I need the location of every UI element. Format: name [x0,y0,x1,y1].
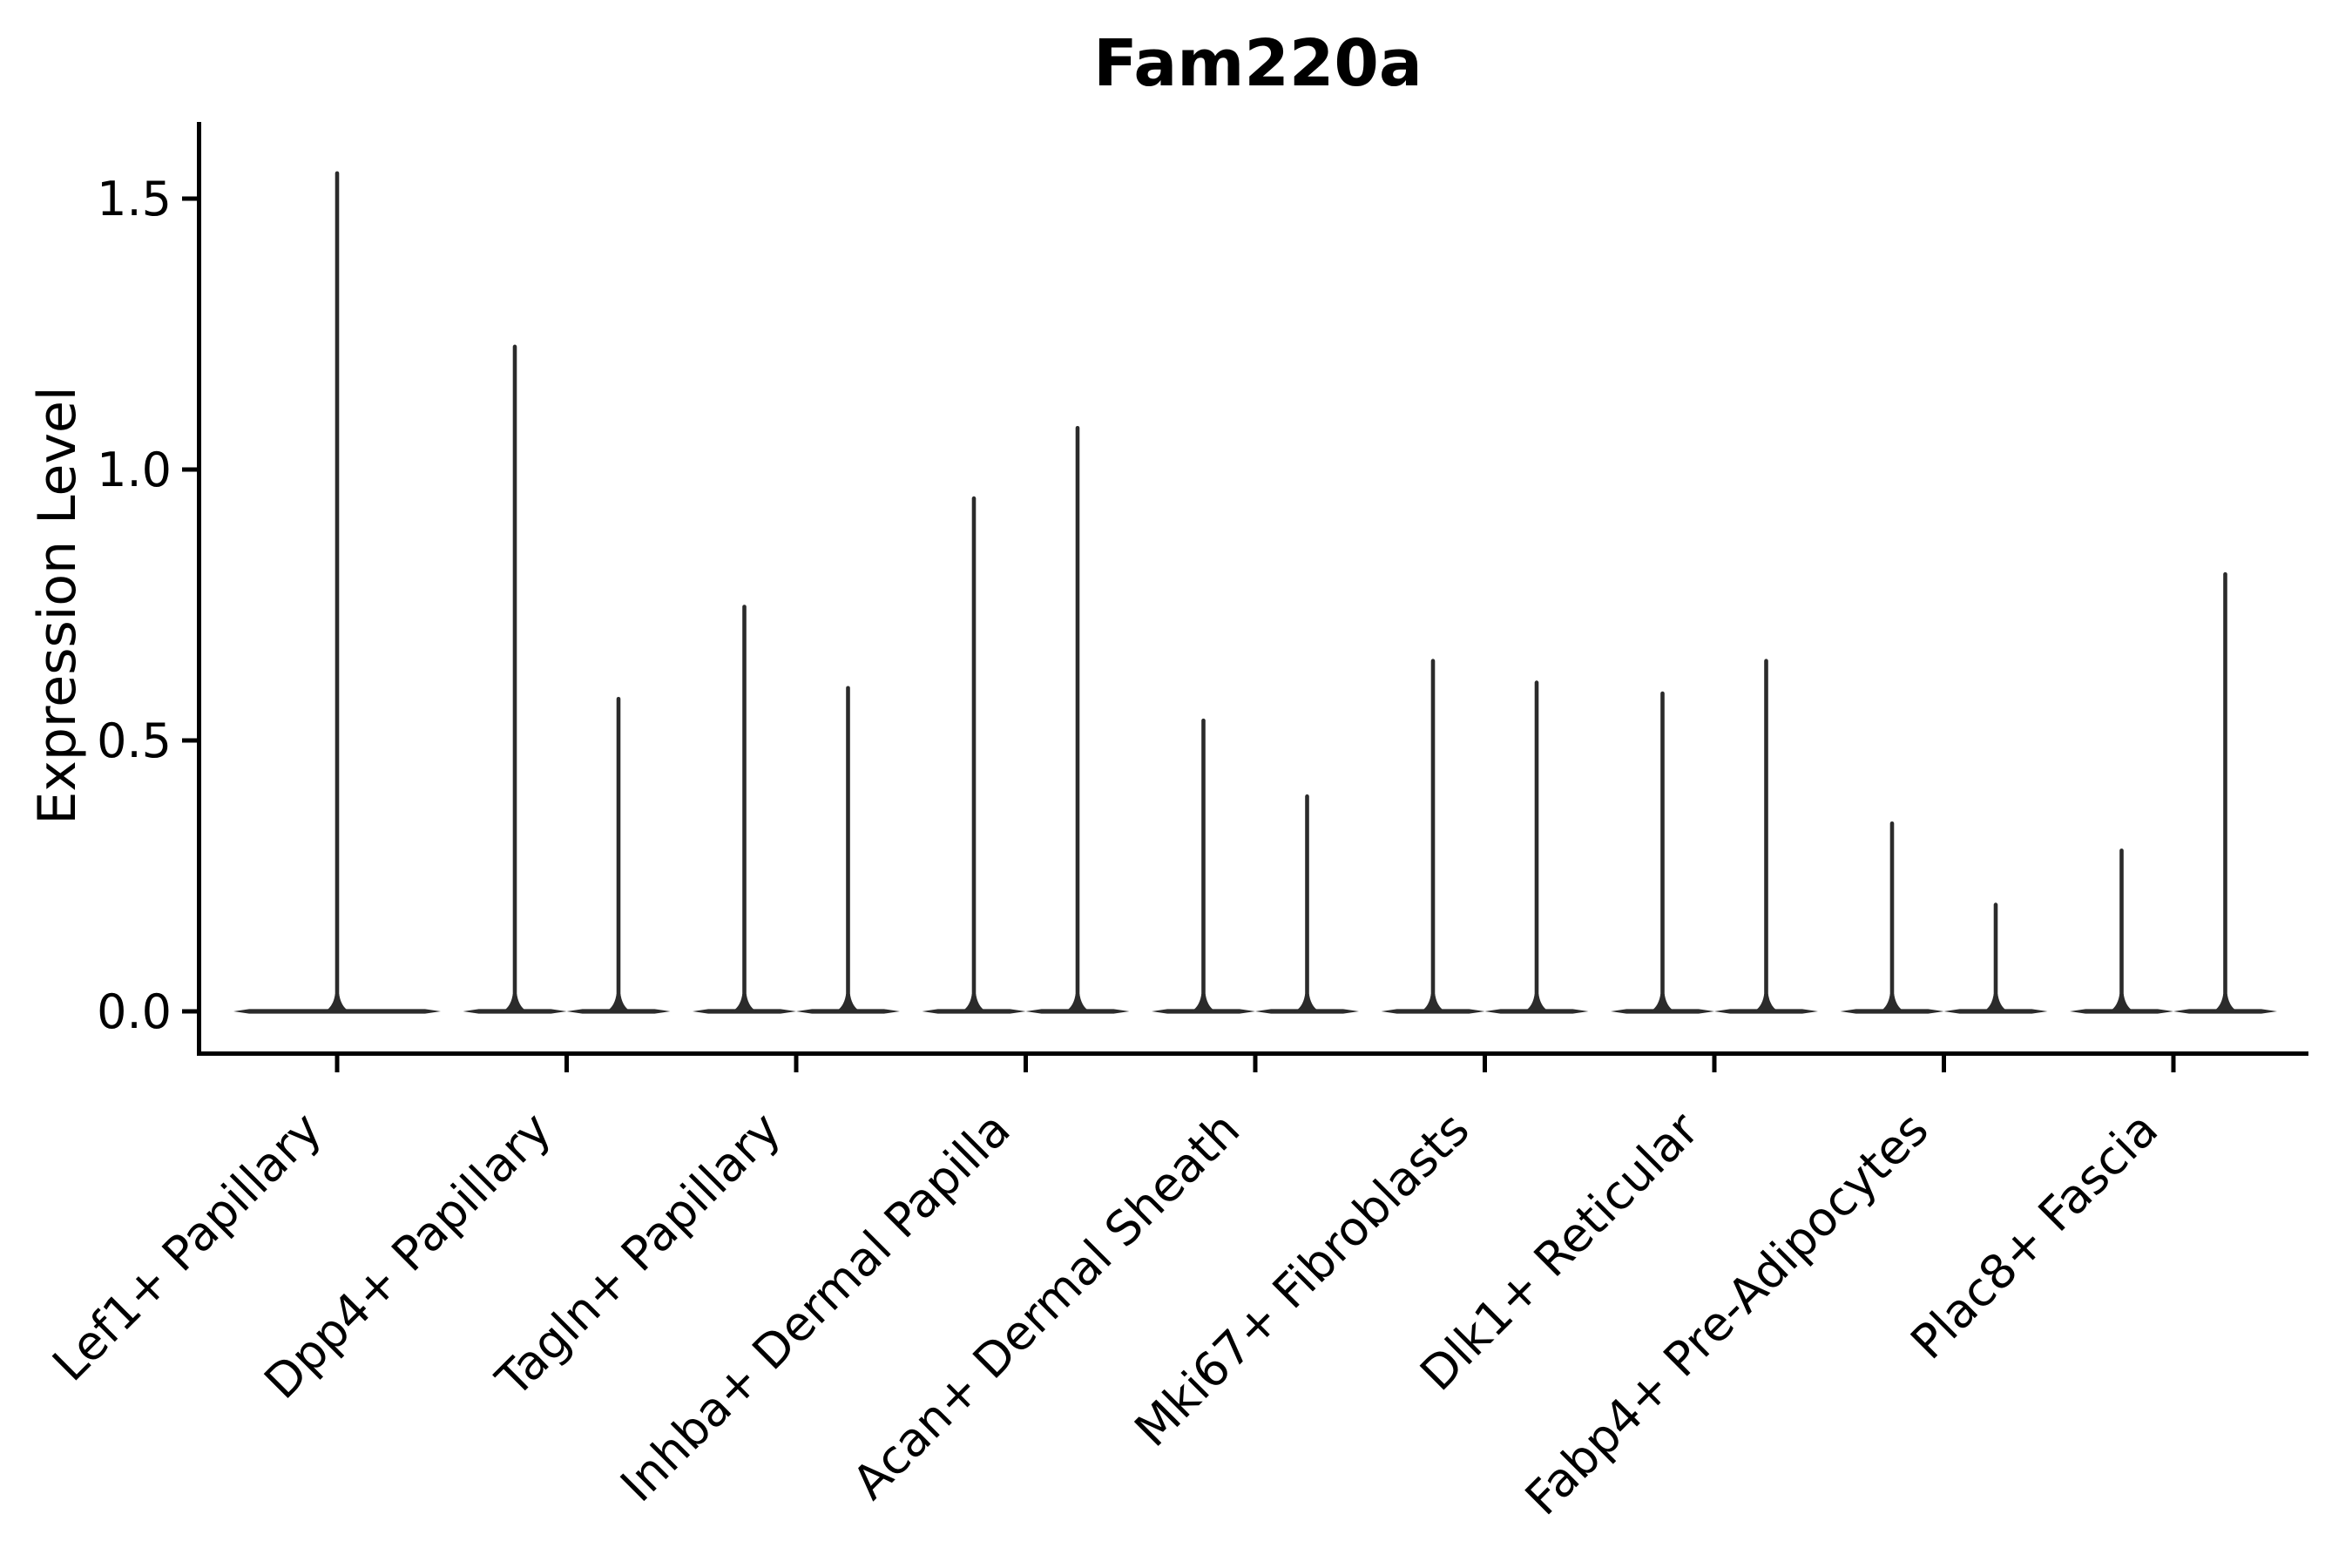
x-tick-mark [794,1056,799,1072]
violin-spike [1419,659,1447,1014]
violin-group [463,344,671,1014]
violin-spike-base [1648,994,1677,1012]
violin-spike [1523,680,1551,1014]
x-tick-label: Plac8+ Fascia [1900,1102,2168,1370]
violin-spike [605,696,632,1014]
y-tick-mark [182,1009,197,1014]
violin-spike-base [2211,994,2240,1012]
violin-spike-base [1878,994,1906,1012]
y-tick-mark [182,467,197,472]
axes-layer [182,122,2308,1072]
violin-spike-base [323,994,351,1012]
violin-spike [1752,659,1781,1014]
y-axis-spine [197,122,201,1056]
x-tick-mark [335,1056,340,1072]
violin-spike [2211,571,2240,1014]
violin-group [233,171,441,1014]
violin-spike [1982,902,2010,1014]
y-tick-mark [182,196,197,201]
y-tick-label: 0.0 [97,984,172,1039]
x-tick-label: Inhba+ Dermal Papilla [610,1102,1020,1512]
violin-spike-base [1189,994,1218,1012]
y-tick-label: 1.5 [97,172,172,226]
violin-spike [834,686,862,1014]
x-tick-mark [1483,1056,1487,1072]
violin-spike [501,344,529,1014]
violin-group [1611,659,1818,1014]
y-tick-label: 1.0 [97,443,172,497]
violin-spike-base [1419,994,1447,1012]
violin-spike-base [2107,994,2136,1012]
x-tick-mark [1942,1056,1946,1072]
violins-layer [233,171,2277,1014]
violin-spike [960,496,988,1014]
x-tick-mark [564,1056,569,1072]
violin-spike [1878,821,1906,1014]
y-tick-label: 0.5 [97,713,172,768]
x-axis-spine [197,1051,2308,1056]
violin-spike [730,605,759,1014]
violin-group [693,605,900,1014]
violin-group [922,425,1130,1014]
violin-spike-base [605,994,632,1012]
violin-spike [323,171,351,1014]
violin-spike [1293,794,1321,1014]
violin-spike [1189,718,1218,1014]
chart-title: Fam220a [1093,26,1423,101]
x-tick-label: Acan+ Dermal Sheath [842,1102,1250,1510]
x-tick-mark [2171,1056,2176,1072]
violin-spike-base [1523,994,1551,1012]
violin-group [1840,821,2048,1014]
violin-spike [1064,425,1092,1014]
violin-group [1152,718,1359,1014]
violin-spike-base [1752,994,1781,1012]
violin-spike-base [501,994,529,1012]
y-tick-mark [182,738,197,743]
x-tick-mark [1712,1056,1717,1072]
violin-spike-base [730,994,759,1012]
violin-spike-base [960,994,988,1012]
x-tick-mark [1024,1056,1028,1072]
violin-group [1381,659,1589,1014]
violin-spike-base [1293,994,1321,1012]
violin-spike-base [834,994,862,1012]
violin-spike [1648,691,1677,1014]
x-tick-mark [1253,1056,1258,1072]
violin-group [2070,571,2277,1014]
x-tick-label: Fabp4+ Pre-Adipocytes [1515,1102,1939,1526]
violin-spike-base [1064,994,1092,1012]
violin-spike [2107,848,2136,1014]
violin-spike-base [1982,994,2010,1012]
